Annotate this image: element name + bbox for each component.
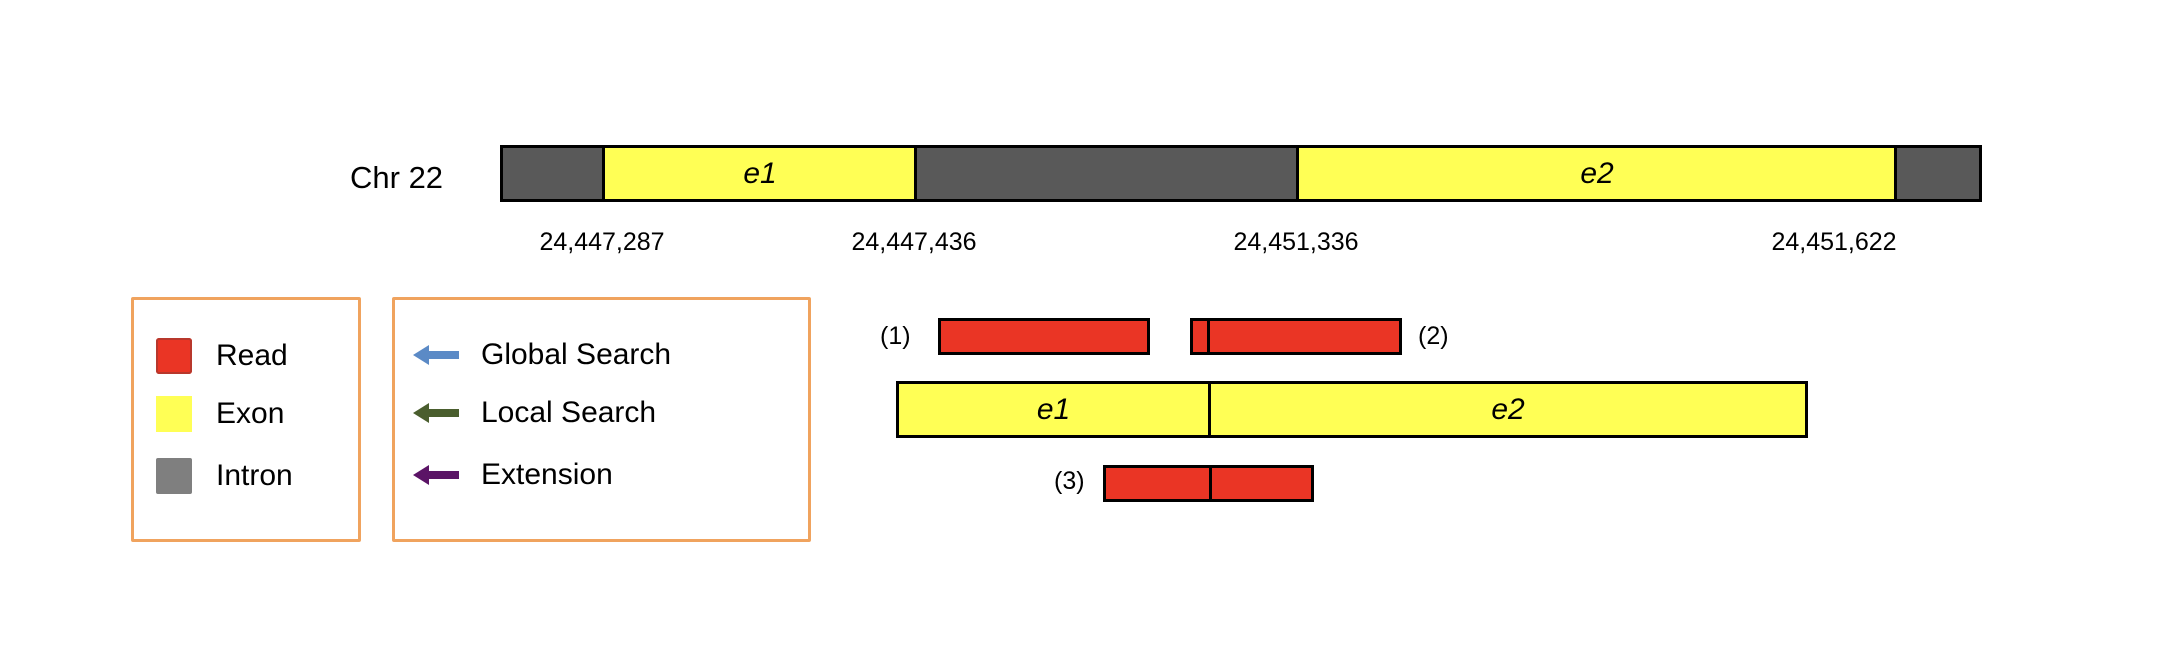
exon-label-e2: e2: [1491, 392, 1525, 426]
junction-line: [1209, 468, 1212, 499]
legend-item-global-search: Global Search: [413, 338, 671, 372]
coordinate-label: 24,447,436: [851, 228, 977, 256]
exon-junction: [1208, 384, 1211, 435]
legend-item-local-search: Local Search: [413, 396, 656, 430]
junction-line: [1207, 321, 1210, 352]
legend-label: Exon: [216, 397, 285, 430]
chromosome-label: Chr 22: [350, 160, 444, 195]
exon-swatch-icon: [156, 396, 192, 432]
read-2: [1190, 318, 1402, 355]
coordinate-label: 24,447,287: [539, 228, 665, 256]
legend-label: Read: [216, 339, 288, 372]
legend-item-read: Read: [156, 338, 288, 374]
read-label-3: (3): [1054, 467, 1085, 495]
read-label-2: (2): [1418, 322, 1449, 350]
intron-segment: [503, 148, 604, 199]
transcript-exon-e2: e2: [1211, 384, 1805, 435]
read-1: [938, 318, 1150, 355]
intron-segment: [1897, 148, 1979, 199]
exon-label-e1: e1: [1036, 392, 1071, 426]
transcript-exon-e1: e1: [899, 384, 1208, 435]
exon-label-e1: e1: [743, 156, 777, 190]
exon-boundary: [1894, 148, 1897, 199]
exon-boundary: [914, 148, 917, 199]
legend-item-extension: Extension: [413, 458, 613, 492]
chromosome-track: e1 e2: [500, 145, 1982, 202]
legend-item-exon: Exon: [156, 396, 284, 432]
coordinate-label: 24,451,336: [1233, 228, 1359, 256]
arrow-left-icon: [413, 345, 459, 365]
legend-label: Intron: [216, 459, 293, 492]
exon-boundary: [602, 148, 605, 199]
transcript-track: e1 e2: [896, 381, 1808, 438]
exon-label-e2: e2: [1580, 156, 1614, 190]
coordinate-label: 24,451,622: [1771, 228, 1897, 256]
arrow-left-icon: [413, 465, 459, 485]
legend-label: Local Search: [481, 396, 657, 429]
exon-boundary: [1296, 148, 1299, 199]
legend-search-methods: Global Search Local Search Extension: [392, 297, 811, 542]
legend-item-intron: Intron: [156, 458, 293, 494]
legend-feature-types: Read Exon Intron: [131, 297, 361, 542]
read-swatch-icon: [156, 338, 192, 374]
intron-segment: [917, 148, 1297, 199]
exon-segment-e1: e1: [605, 148, 915, 199]
exon-segment-e2: e2: [1299, 148, 1895, 199]
arrow-left-icon: [413, 403, 459, 423]
read-label-1: (1): [880, 322, 911, 350]
legend-label: Global Search: [481, 338, 672, 371]
read-3: [1103, 465, 1314, 502]
intron-swatch-icon: [156, 458, 192, 494]
legend-label: Extension: [481, 458, 613, 491]
